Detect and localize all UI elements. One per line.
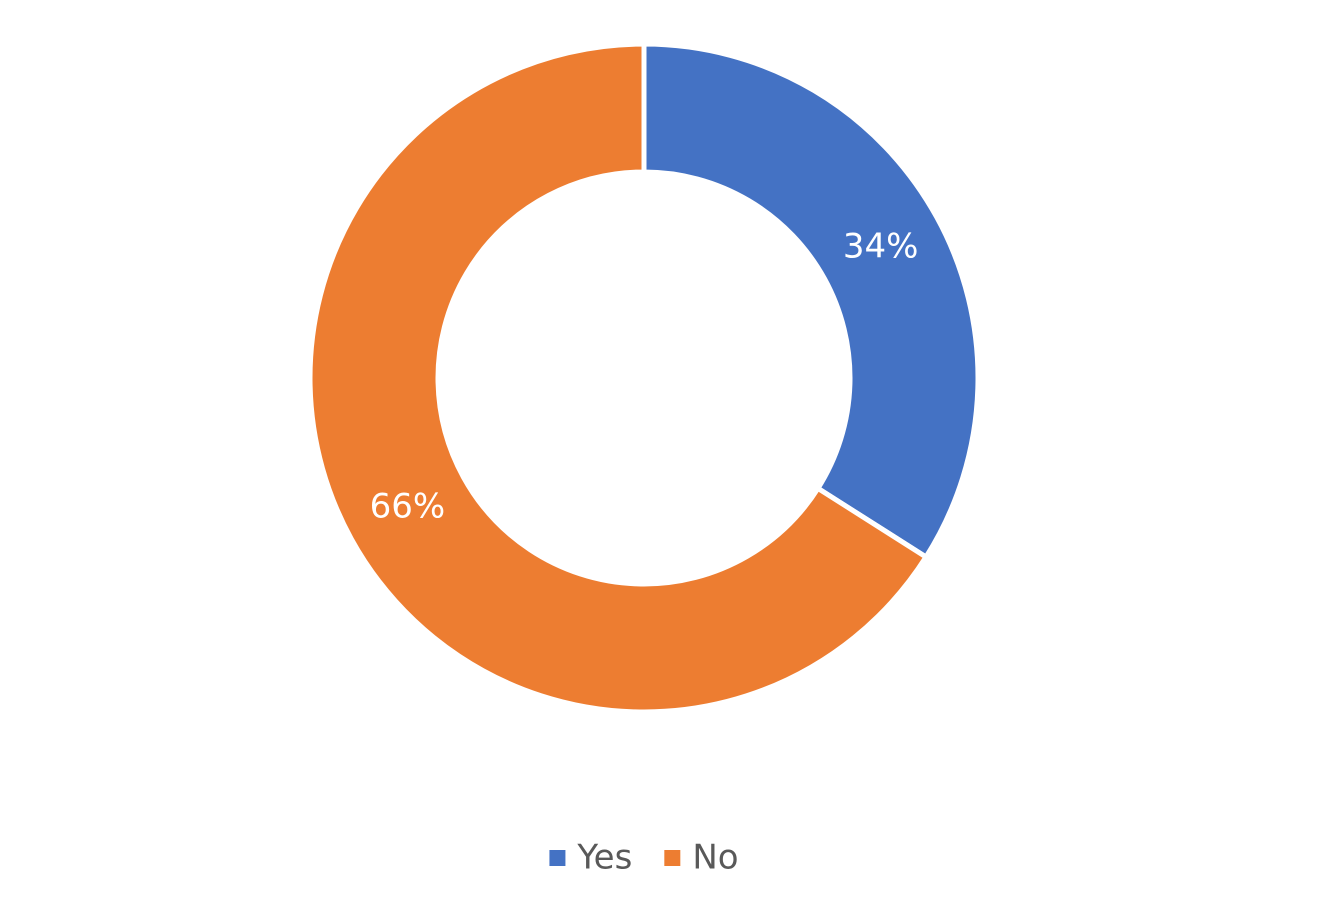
donut-slice — [641, 41, 981, 561]
legend-label: No — [692, 838, 738, 878]
legend-label: Yes — [576, 838, 632, 878]
legend: Yes No — [549, 838, 739, 878]
legend-swatch — [549, 850, 566, 866]
donut-slice — [307, 41, 930, 715]
data-label: 66% — [370, 487, 446, 527]
legend-swatch — [664, 850, 681, 866]
data-label: 34% — [843, 226, 919, 266]
